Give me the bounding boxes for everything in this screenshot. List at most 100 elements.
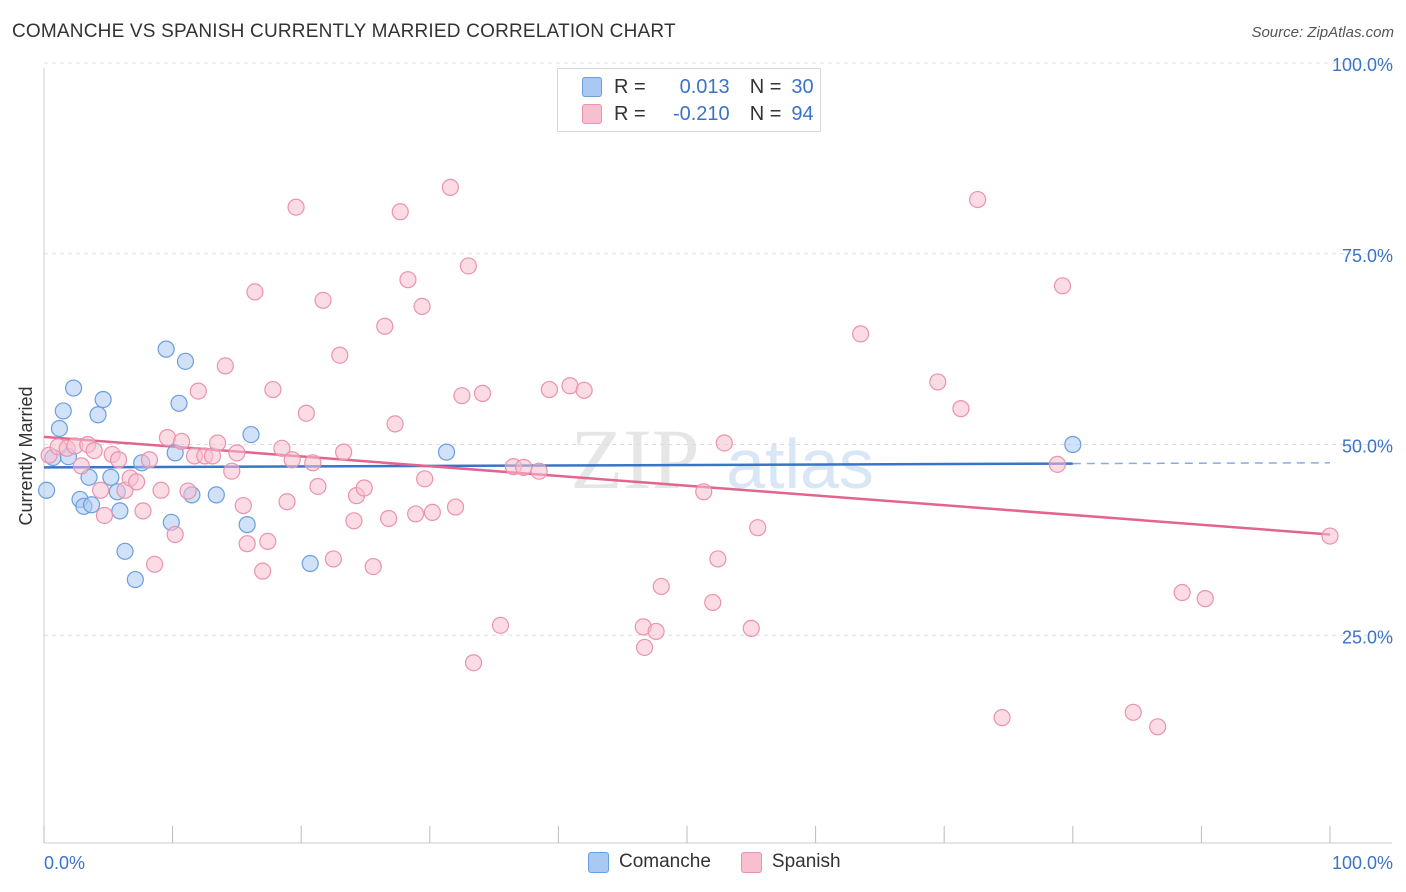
legend-r-value: 0.013	[679, 75, 730, 98]
legend-item-comanche[interactable]: Comanche	[588, 851, 711, 873]
trend-lines	[43, 435, 1331, 536]
spanish-point	[459, 257, 477, 275]
spanish-point	[695, 483, 713, 501]
spanish-point	[376, 317, 394, 335]
comanche-point	[82, 496, 101, 514]
comanche-point	[238, 516, 256, 534]
legend-label-spanish: Spanish	[771, 851, 841, 872]
spanish-point	[234, 496, 252, 515]
comanche-point	[116, 542, 134, 560]
spanish-point	[1196, 590, 1214, 608]
spanish-point	[993, 709, 1011, 727]
spanish-point	[209, 434, 227, 452]
spanish-point	[158, 429, 177, 447]
spanish-point	[749, 519, 767, 537]
spanish-point	[127, 473, 146, 491]
legend-n-label: N =	[749, 102, 782, 125]
y-tick-label: 100.0%	[1332, 55, 1393, 75]
spanish-point	[704, 593, 722, 612]
spanish-point	[709, 550, 727, 568]
y-tick-label: 50.0%	[1342, 437, 1393, 457]
comanche-point	[126, 570, 144, 589]
spanish-point	[742, 619, 760, 637]
spanish-point	[179, 482, 197, 500]
spanish-point	[464, 654, 483, 672]
spanish-point	[1149, 718, 1167, 736]
comanche-point	[207, 486, 225, 504]
stats-legend: R = 0.013 N = 30 R = -0.210 N = 94	[557, 68, 821, 132]
spanish-legend-swatch	[740, 851, 762, 873]
spanish-point	[952, 400, 970, 418]
spanish-point	[223, 462, 241, 480]
chart-title: COMANCHE VS SPANISH CURRENTLY MARRIED CO…	[12, 21, 676, 42]
legend-r-value: -0.210	[672, 102, 730, 125]
spanish-point	[386, 415, 404, 433]
spanish-point	[254, 562, 272, 580]
spanish-point	[1048, 455, 1066, 473]
comanche-point	[102, 468, 120, 486]
spanish-point	[852, 325, 870, 343]
spanish-point	[540, 380, 558, 399]
tick-labels: 25.0% 50.0% 75.0% 100.0% 0.0% 100.0%	[44, 55, 1393, 873]
comanche-point	[54, 402, 72, 420]
y-tick-label: 75.0%	[1342, 246, 1393, 266]
spanish-point	[1124, 703, 1142, 721]
spanish-point	[228, 444, 246, 462]
legend-n-label: N =	[749, 75, 782, 98]
legend-label-comanche: Comanche	[619, 851, 711, 872]
legend-row-spanish: R = -0.210 N = 94	[582, 102, 814, 126]
spanish-point	[969, 190, 987, 209]
spanish-point	[324, 550, 342, 568]
series-legend: Comanche Spanish	[588, 851, 871, 873]
spanish-point	[416, 470, 434, 488]
legend-n-value: 94	[791, 102, 814, 125]
spanish-point	[145, 555, 164, 573]
x-tick-label: 0.0%	[44, 853, 85, 873]
spanish-point	[530, 462, 548, 480]
spanish-point	[446, 498, 465, 516]
spanish-point	[929, 373, 947, 391]
comanche-swatch	[582, 77, 602, 97]
legend-n-value: 30	[791, 75, 814, 98]
spanish-point	[95, 506, 114, 525]
spanish-point	[515, 458, 533, 476]
spanish-point	[364, 557, 382, 576]
spanish-point	[297, 404, 315, 422]
spanish-point	[575, 381, 593, 399]
spanish-point	[278, 493, 296, 511]
comanche-point	[437, 443, 456, 461]
spanish-point	[335, 443, 353, 461]
spanish-point	[314, 291, 332, 309]
spanish-point	[423, 503, 441, 522]
spanish-point	[91, 481, 110, 499]
legend-item-spanish[interactable]: Spanish	[740, 851, 841, 873]
comanche-point	[1064, 435, 1082, 454]
spanish-point	[647, 622, 665, 641]
spanish-trend-line	[43, 435, 1331, 536]
spanish-point	[380, 509, 398, 528]
spanish-point	[173, 432, 191, 451]
comanche-point	[111, 502, 129, 520]
spanish-point	[140, 451, 159, 469]
spanish-point	[715, 434, 733, 452]
comanche-point	[157, 340, 175, 358]
comanche-point	[37, 481, 56, 499]
spanish-point	[399, 271, 417, 289]
spanish-point	[331, 346, 349, 364]
spanish-point	[304, 454, 322, 472]
comanche-point	[50, 419, 69, 438]
spanish-point	[152, 481, 170, 499]
spanish-point	[441, 178, 459, 196]
source-label: Source: ZipAtlas.com	[1251, 24, 1394, 41]
spanish-point	[72, 457, 90, 475]
spanish-point	[309, 477, 327, 496]
comanche-point	[176, 352, 195, 370]
y-axis-label: Currently Married	[16, 386, 36, 526]
spanish-point	[1053, 277, 1072, 295]
spanish-point	[273, 439, 291, 457]
spanish-point	[189, 382, 207, 400]
spanish-point	[355, 479, 373, 497]
comanche-point	[301, 554, 319, 573]
data-points	[37, 178, 1339, 736]
